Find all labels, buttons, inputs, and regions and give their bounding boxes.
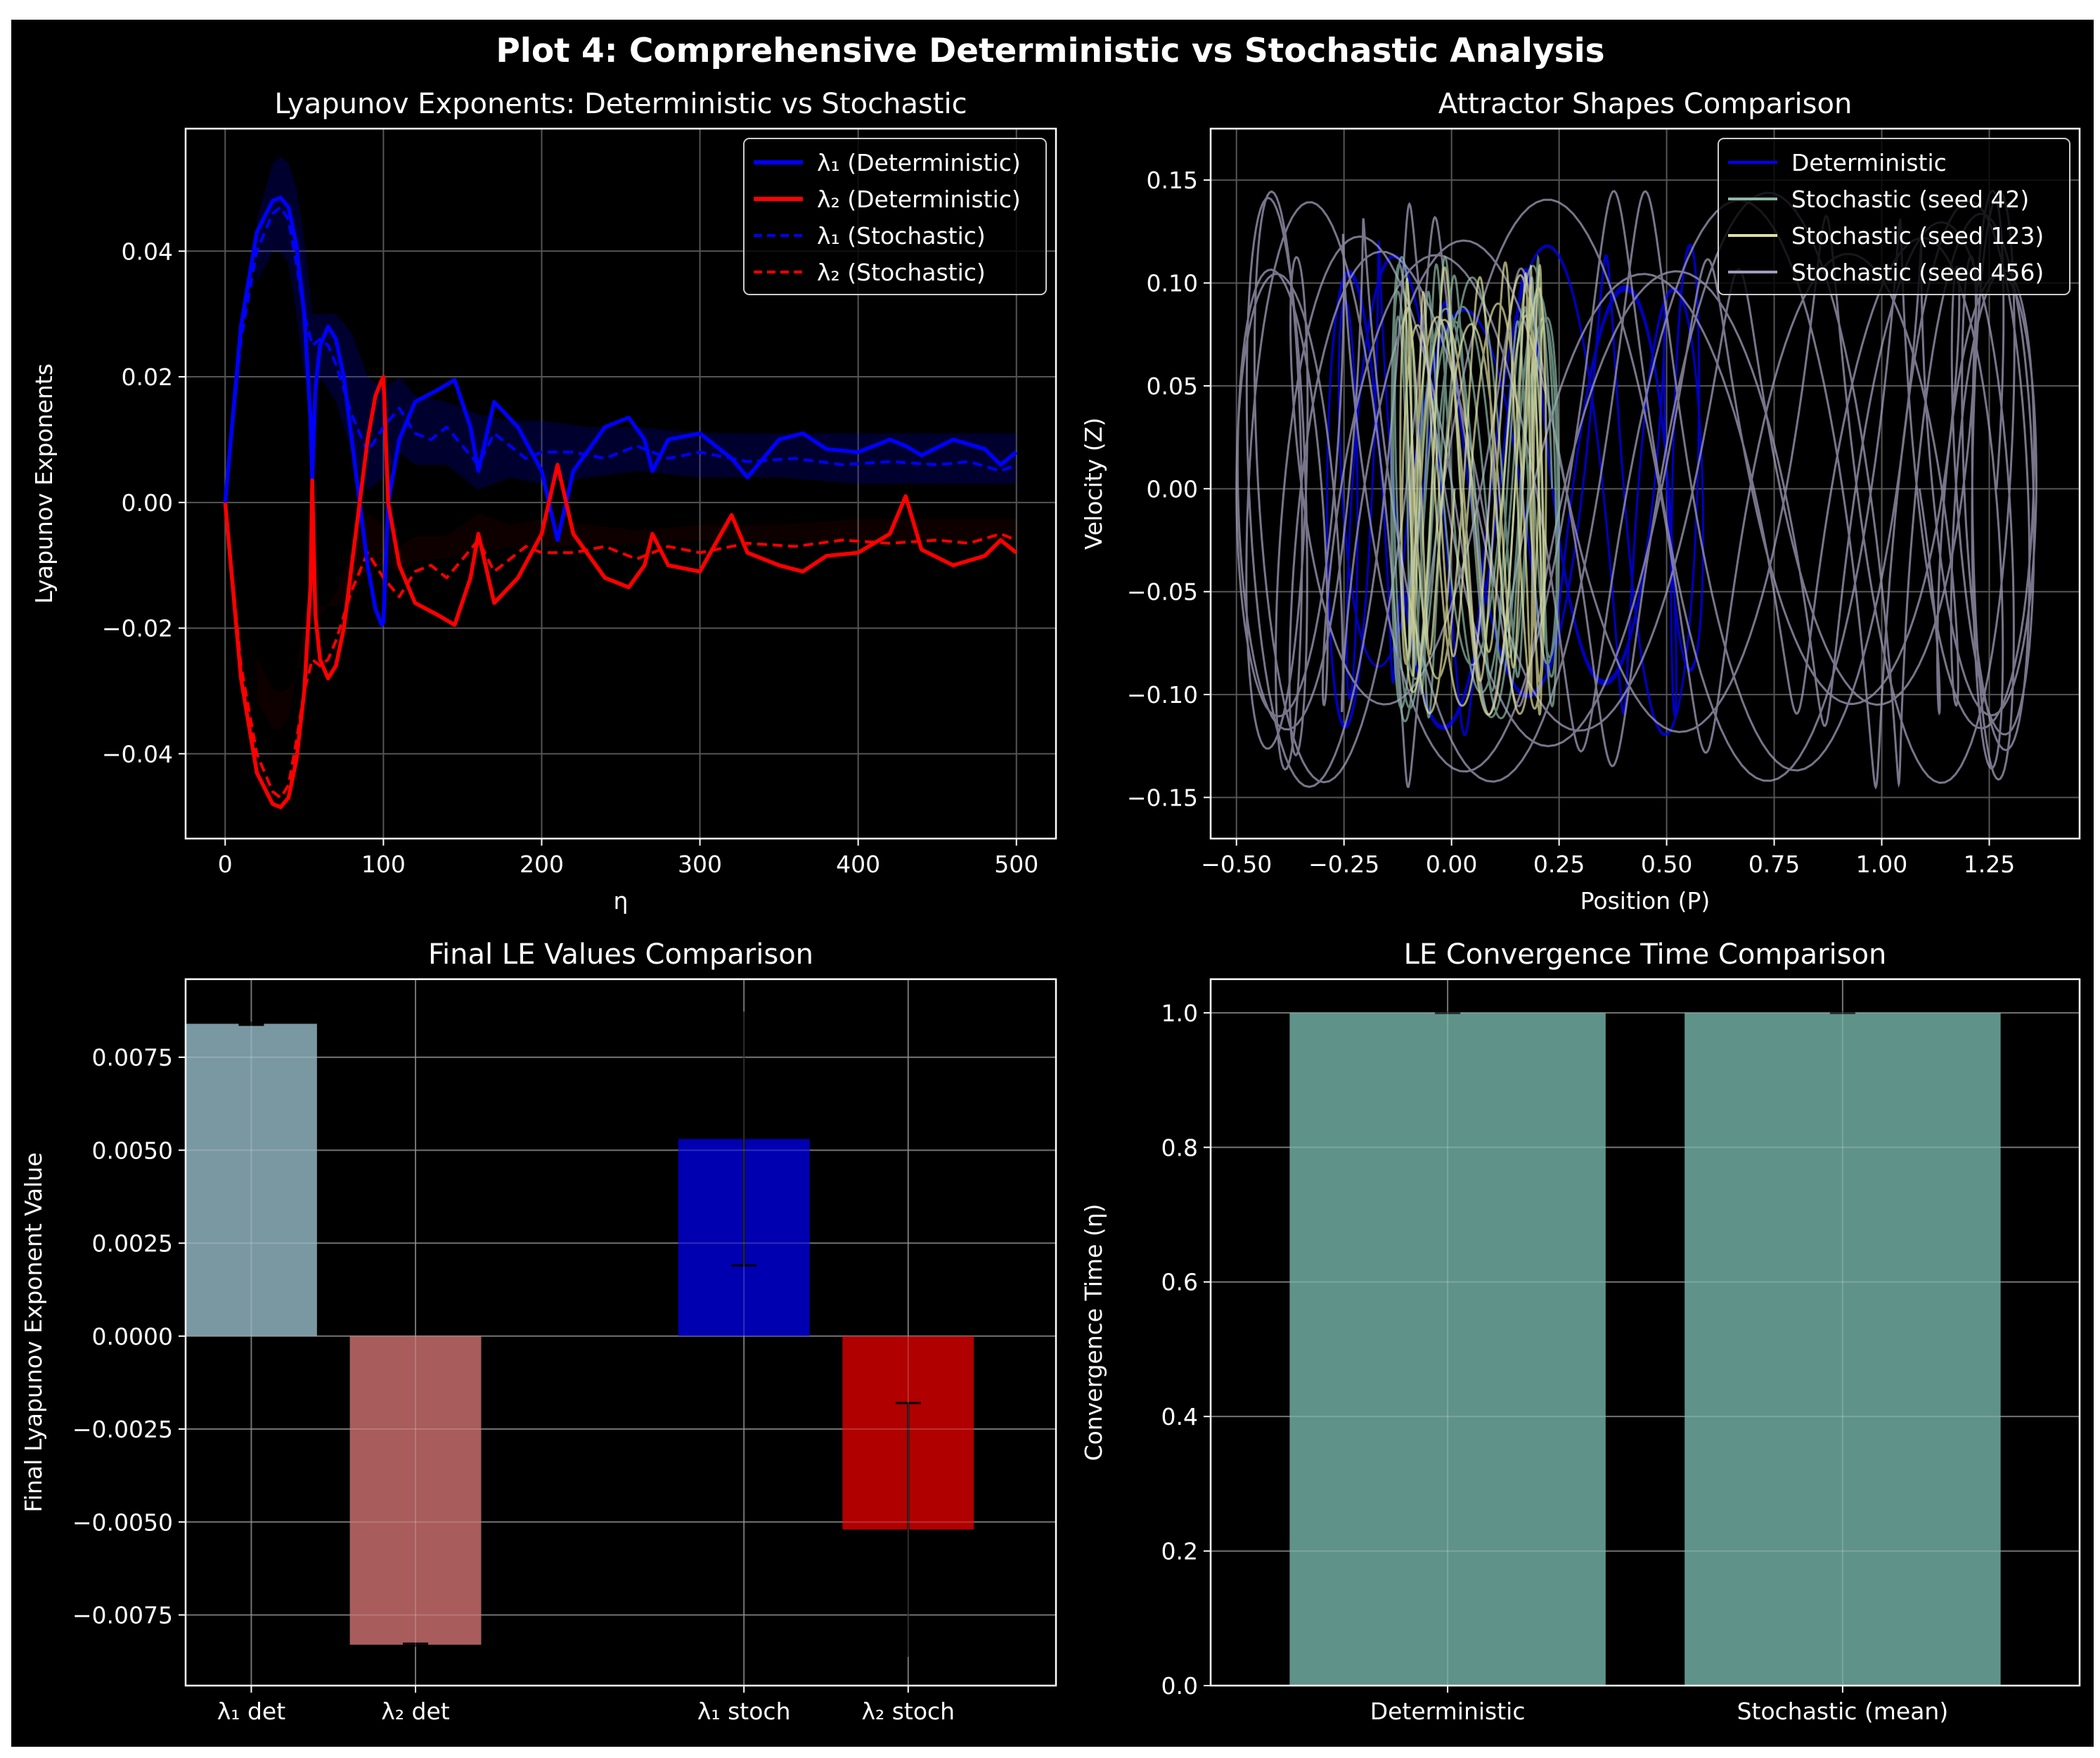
le-series-line (223, 195, 1018, 627)
convergence-bar (1684, 1012, 2001, 1686)
final-xtick-label: λ₂ det (381, 1698, 449, 1725)
convergence-xtick-label: Deterministic (1370, 1698, 1526, 1725)
final-chart-ylabel: Final Lyapunov Exponent Value (20, 1152, 47, 1512)
lyapunov-exponents-chart: Lyapunov Exponents: Deterministic vs Sto… (30, 88, 1057, 914)
le-chart-ylabel: Lyapunov Exponents (30, 363, 58, 604)
convergence-frame (1209, 978, 2081, 1687)
attractor-chart-ylabel: Velocity (Z) (1080, 418, 1107, 550)
attractor-seed-456-trajectory (1235, 189, 2038, 790)
attractor-ytick-label: −0.10 (1127, 681, 1198, 709)
final-xtick-label: λ₁ stoch (697, 1698, 791, 1725)
convergence-bars (1211, 979, 2080, 1686)
attractor-legend-box (1718, 138, 2070, 295)
convergence-bar (1289, 1012, 1606, 1686)
final-bar (186, 1023, 317, 1336)
le-legend-box (743, 138, 1047, 295)
attractor-ticks: −0.50 −0.25 0.00 0.25 0.50 0.75 1.00 1.25 −0.15 −… (1127, 167, 2015, 878)
final-ytick-label: −0.0075 (72, 1602, 173, 1629)
le-stochastic-band-red (257, 513, 1017, 729)
convergence-ytick-label: 0.4 (1161, 1403, 1198, 1430)
attractor-xtick-label: 0.00 (1426, 851, 1477, 878)
attractor-seed-42-trajectory (1390, 254, 1560, 723)
attractor-legend-label-seed-42: Stochastic (seed 42) (1791, 186, 2029, 213)
le-ytick-label: −0.02 (102, 615, 173, 642)
attractor-xtick-label: −0.25 (1308, 851, 1379, 878)
final-ytick-label: 0.0025 (92, 1230, 173, 1258)
le-ytick-label: 0.02 (122, 363, 173, 391)
convergence-chart-title: LE Convergence Time Comparison (1404, 938, 1887, 971)
convergence-time-chart: LE Convergence Time Comparison Convergen… (1080, 938, 2081, 1725)
attractor-ytick-label: −0.05 (1127, 579, 1198, 606)
attractor-legend-label-seed-123: Stochastic (seed 123) (1791, 222, 2044, 250)
attractor-legend-label-deterministic: Deterministic (1791, 149, 1947, 176)
le-legend-label-l1-stoch: λ₁ (Stochastic) (817, 222, 986, 250)
convergence-ytick-label: 0.0 (1161, 1672, 1198, 1700)
le-xtick-label: 300 (678, 851, 722, 878)
le-series-line (223, 375, 1018, 810)
le-xtick-label: 200 (520, 851, 564, 878)
attractor-ytick-label: 0.00 (1147, 475, 1198, 503)
attractor-xtick-label: 1.25 (1964, 851, 2015, 878)
attractor-seed-123-trajectory (1399, 261, 1547, 716)
attractor-xtick-label: 0.50 (1641, 851, 1692, 878)
le-ytick-label: 0.04 (122, 238, 173, 265)
attractor-legend: Deterministic Stochastic (seed 42) Stoch… (1718, 138, 2070, 295)
final-frame (184, 978, 1057, 1687)
le-xtick-label: 500 (994, 851, 1038, 878)
final-ytick-label: 0.0000 (92, 1323, 173, 1350)
final-ticks: λ₁ det λ₂ det λ₁ stoch λ₂ stoch −0.0075 −0.00… (72, 1044, 955, 1725)
final-ytick-label: −0.0025 (72, 1416, 173, 1443)
le-legend-label-l2-stoch: λ₂ (Stochastic) (817, 259, 986, 286)
attractor-xtick-label: 1.00 (1856, 851, 1907, 878)
final-ytick-label: 0.0050 (92, 1137, 173, 1164)
attractor-xtick-label: −0.50 (1201, 851, 1272, 878)
attractor-legend-label-seed-456: Stochastic (seed 456) (1791, 259, 2044, 286)
le-chart-xlabel: η (614, 887, 629, 914)
le-legend: λ₁ (Deterministic) λ₂ (Deterministic) λ₁… (743, 138, 1047, 295)
convergence-xtick-label: Stochastic (mean) (1737, 1698, 1949, 1725)
final-bar (349, 1336, 482, 1645)
le-xtick-label: 100 (361, 851, 406, 878)
le-ticks: 0 100 200 300 400 500 −0.04 −0.02 0.00 0.02 0.04 (102, 238, 1038, 878)
convergence-chart-ylabel: Convergence Time (η) (1080, 1204, 1107, 1461)
attractor-frame (1209, 127, 2081, 840)
convergence-ytick-label: 0.8 (1161, 1134, 1198, 1161)
attractor-plot-area (1235, 189, 2038, 790)
le-ytick-label: −0.04 (102, 740, 173, 768)
final-bars (186, 979, 1056, 1686)
convergence-ytick-label: 0.2 (1161, 1538, 1198, 1565)
convergence-ytick-label: 0.6 (1161, 1269, 1198, 1296)
le-xtick-label: 0 (218, 851, 233, 878)
figure-suptitle: Plot 4: Comprehensive Deterministic vs S… (496, 32, 1604, 70)
le-plot-area (223, 157, 1018, 810)
attractor-xtick-label: 0.25 (1533, 851, 1585, 878)
final-xtick-label: λ₂ stoch (861, 1698, 955, 1725)
attractor-ytick-label: 0.05 (1147, 373, 1198, 400)
attractor-ytick-label: 0.10 (1147, 270, 1198, 297)
attractor-chart-xlabel: Position (P) (1580, 887, 1711, 914)
le-frame (184, 127, 1057, 840)
attractor-xtick-label: 0.75 (1748, 851, 1800, 878)
le-xtick-label: 400 (836, 851, 880, 878)
attractor-chart: Attractor Shapes Comparison Position (P)… (1080, 88, 2081, 914)
le-chart-title: Lyapunov Exponents: Deterministic vs Sto… (274, 88, 967, 120)
final-xtick-label: λ₁ det (217, 1698, 285, 1725)
le-ytick-label: 0.00 (122, 489, 173, 517)
final-ytick-label: 0.0075 (92, 1044, 173, 1071)
final-ytick-label: −0.0050 (72, 1508, 173, 1536)
attractor-ytick-label: 0.15 (1147, 167, 1198, 194)
attractor-chart-title: Attractor Shapes Comparison (1438, 88, 1853, 120)
le-legend-label-l2-det: λ₂ (Deterministic) (817, 186, 1021, 213)
final-le-values-chart: Final LE Values Comparison Final Lyapuno… (20, 938, 1057, 1725)
convergence-ticks: Deterministic Stochastic (mean) 0.0 0.2 0.4 0… (1161, 1000, 1949, 1725)
convergence-ytick-label: 1.0 (1161, 1000, 1198, 1027)
le-legend-label-l1-det: λ₁ (Deterministic) (817, 149, 1021, 176)
attractor-ytick-label: −0.15 (1127, 784, 1198, 811)
final-chart-title: Final LE Values Comparison (428, 938, 813, 971)
le-stochastic-band (257, 157, 1017, 490)
